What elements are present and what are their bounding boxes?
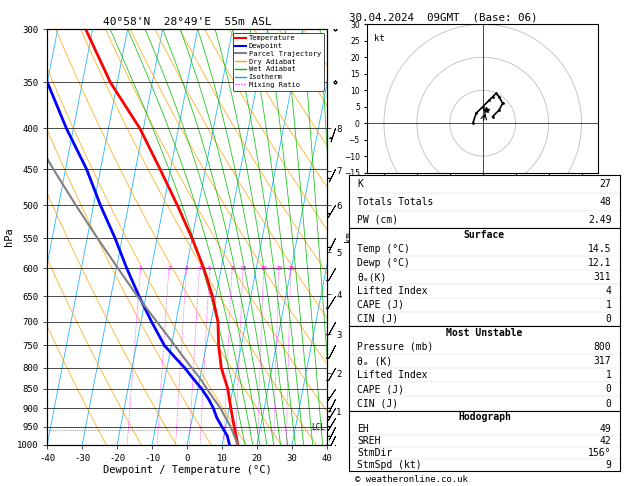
Text: 49: 49 (599, 424, 611, 434)
Text: 4: 4 (606, 286, 611, 296)
Text: Pressure (mb): Pressure (mb) (357, 342, 433, 352)
Text: SREH: SREH (357, 436, 381, 446)
Text: kt: kt (374, 34, 385, 43)
Text: 9: 9 (606, 460, 611, 470)
Text: Hodograph: Hodograph (458, 412, 511, 422)
Text: 317: 317 (594, 356, 611, 366)
Text: 15: 15 (260, 266, 267, 271)
Text: 42: 42 (599, 436, 611, 446)
Text: CAPE (J): CAPE (J) (357, 300, 404, 310)
Text: 14.5: 14.5 (588, 244, 611, 254)
Text: 12.1: 12.1 (588, 258, 611, 268)
Text: 27: 27 (599, 179, 611, 189)
Text: 5: 5 (208, 266, 211, 271)
Text: 25: 25 (287, 266, 294, 271)
Text: 0: 0 (606, 384, 611, 395)
Text: Surface: Surface (464, 230, 505, 241)
Text: StmSpd (kt): StmSpd (kt) (357, 460, 422, 470)
Text: CAPE (J): CAPE (J) (357, 384, 404, 395)
Text: PW (cm): PW (cm) (357, 214, 398, 225)
Text: 1: 1 (139, 266, 143, 271)
Y-axis label: km
ASL: km ASL (344, 229, 364, 245)
Text: 0: 0 (606, 399, 611, 409)
Text: 2.49: 2.49 (588, 214, 611, 225)
Text: 30.04.2024  09GMT  (Base: 06): 30.04.2024 09GMT (Base: 06) (349, 12, 538, 22)
Text: 1: 1 (606, 370, 611, 380)
Text: EH: EH (357, 424, 369, 434)
Text: θₑ(K): θₑ(K) (357, 272, 387, 282)
Text: 1: 1 (606, 300, 611, 310)
Text: CIN (J): CIN (J) (357, 313, 398, 324)
Text: LCL: LCL (311, 423, 325, 432)
Text: 10: 10 (239, 266, 247, 271)
Legend: Temperature, Dewpoint, Parcel Trajectory, Dry Adiabat, Wet Adiabat, Isotherm, Mi: Temperature, Dewpoint, Parcel Trajectory… (233, 33, 323, 90)
Y-axis label: hPa: hPa (4, 227, 14, 246)
Text: Dewp (°C): Dewp (°C) (357, 258, 410, 268)
Text: 156°: 156° (588, 448, 611, 458)
Text: 3: 3 (184, 266, 188, 271)
Text: 48: 48 (599, 197, 611, 207)
Text: Totals Totals: Totals Totals (357, 197, 433, 207)
Text: 800: 800 (594, 342, 611, 352)
Text: 8: 8 (230, 266, 234, 271)
X-axis label: Dewpoint / Temperature (°C): Dewpoint / Temperature (°C) (103, 466, 272, 475)
Text: Most Unstable: Most Unstable (446, 328, 523, 338)
Text: © weatheronline.co.uk: © weatheronline.co.uk (355, 474, 468, 484)
Text: θₑ (K): θₑ (K) (357, 356, 392, 366)
Text: StmDir: StmDir (357, 448, 392, 458)
Text: Temp (°C): Temp (°C) (357, 244, 410, 254)
Text: K: K (357, 179, 363, 189)
Text: CIN (J): CIN (J) (357, 399, 398, 409)
Text: 2: 2 (167, 266, 171, 271)
Text: 0: 0 (606, 313, 611, 324)
Text: Lifted Index: Lifted Index (357, 370, 428, 380)
Text: 311: 311 (594, 272, 611, 282)
Text: Lifted Index: Lifted Index (357, 286, 428, 296)
Text: 20: 20 (275, 266, 282, 271)
Text: 4: 4 (198, 266, 201, 271)
Title: 40°58'N  28°49'E  55m ASL: 40°58'N 28°49'E 55m ASL (103, 17, 272, 27)
